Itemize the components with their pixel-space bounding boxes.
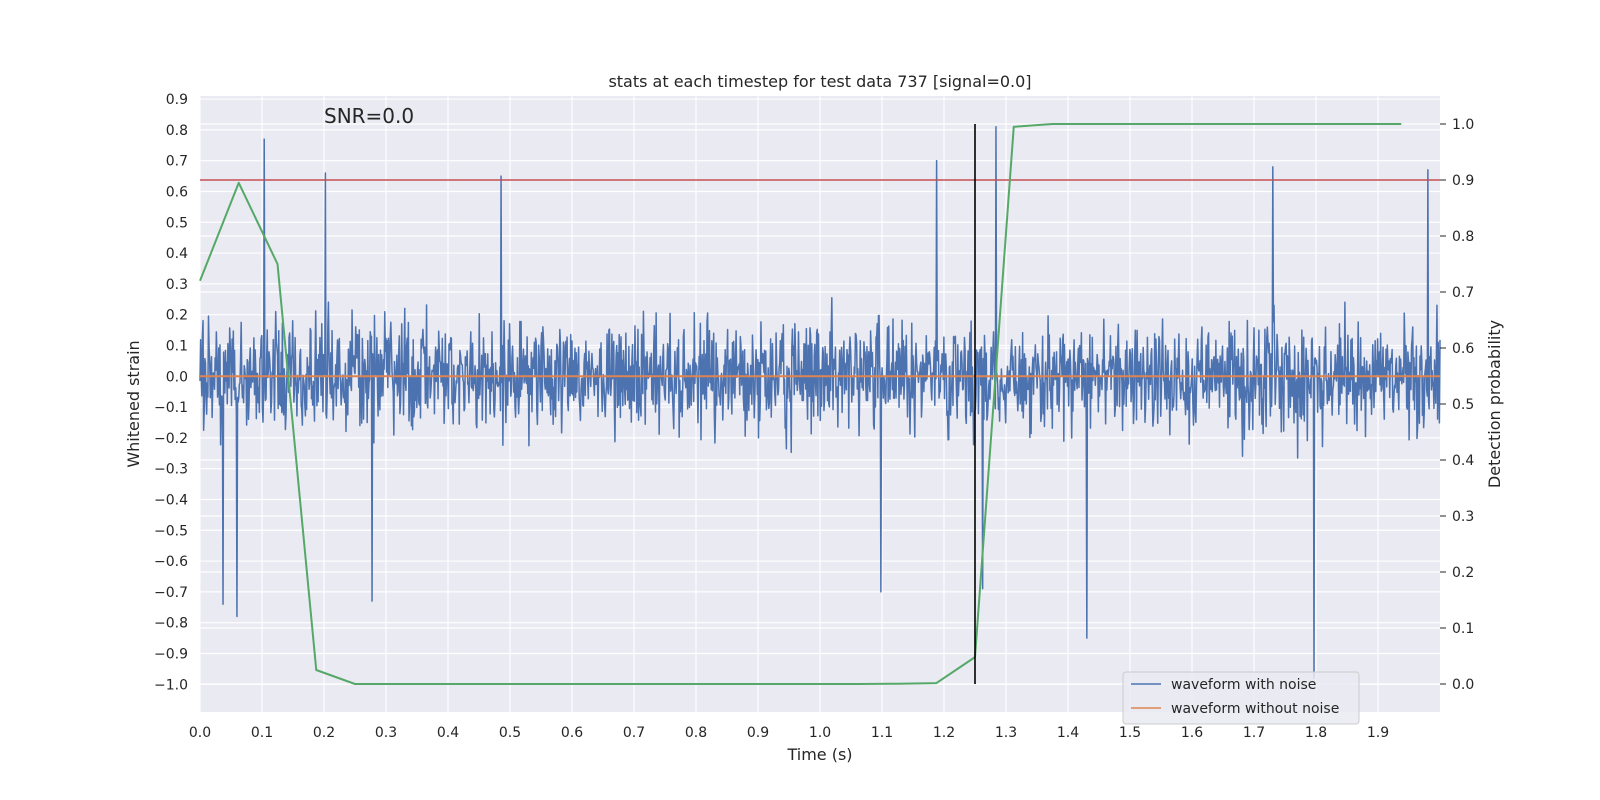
x-tick-label: 1.4	[1057, 725, 1079, 741]
x-tick-label: 0.7	[623, 725, 645, 741]
y-left-tick-label: −0.8	[154, 616, 188, 632]
y-left-tick-label: 0.1	[166, 338, 188, 354]
y-right-tick-label: 1.0	[1452, 117, 1474, 133]
x-tick-label: 0.5	[499, 725, 521, 741]
x-tick-label: 0.0	[189, 725, 211, 741]
x-tick-label: 0.9	[747, 725, 769, 741]
y-left-tick-label: −1.0	[154, 677, 188, 693]
x-tick-label: 0.1	[251, 725, 273, 741]
x-tick-label: 0.2	[313, 725, 335, 741]
y-left-axis-ticks: 0.9 0.8 0.7 0.6 0.5 0.4 0.3 0.2 0.1 0.0 −0.1 −0.2 −0…	[154, 92, 188, 693]
legend-item-label: waveform with noise	[1171, 677, 1316, 693]
y-left-tick-label: −0.5	[154, 523, 188, 539]
x-axis-label: Time (s)	[786, 745, 852, 764]
y-right-tick-label: 0.8	[1452, 229, 1474, 245]
x-tick-label: 0.4	[437, 725, 459, 741]
y-left-tick-label: 0.6	[166, 184, 188, 200]
y-right-tick-label: 0.7	[1452, 285, 1474, 301]
y-left-tick-label: 0.7	[166, 154, 188, 170]
y-left-tick-label: −0.7	[154, 585, 188, 601]
y-left-tick-label: −0.4	[154, 492, 188, 508]
x-tick-label: 0.6	[561, 725, 583, 741]
y-right-tick-label: 0.5	[1452, 397, 1474, 413]
series-detection-probability	[199, 123, 1402, 685]
x-tick-label: 1.9	[1367, 725, 1389, 741]
y-right-tick-label: 0.3	[1452, 509, 1474, 525]
y-right-tick-label: 0.6	[1452, 341, 1474, 357]
y-left-tick-label: 0.4	[166, 246, 188, 262]
y-left-axis-label: Whitened strain	[124, 340, 143, 467]
x-tick-label: 1.3	[995, 725, 1017, 741]
legend: waveform with noise waveform without noi…	[1122, 671, 1360, 725]
x-tick-label: 1.6	[1181, 725, 1203, 741]
y-left-tick-label: −0.1	[154, 400, 188, 416]
x-tick-label: 1.1	[871, 725, 893, 741]
y-left-tick-label: −0.2	[154, 431, 188, 447]
y-left-tick-label: 0.0	[166, 369, 188, 385]
y-left-tick-label: −0.3	[154, 462, 188, 478]
x-tick-label: 1.2	[933, 725, 955, 741]
y-right-axis-label: Detection probability	[1485, 320, 1504, 488]
y-left-tick-label: 0.5	[166, 215, 188, 231]
y-left-tick-label: 0.9	[166, 92, 188, 108]
y-left-tick-label: 0.8	[166, 123, 188, 139]
y-left-tick-label: −0.6	[154, 554, 188, 570]
y-left-tick-label: 0.2	[166, 308, 188, 324]
y-right-tick-label: 0.4	[1452, 453, 1474, 469]
series-line-noisy	[199, 126, 1441, 679]
legend-box	[1122, 671, 1360, 725]
chart-title: stats at each timestep for test data 737…	[608, 72, 1031, 91]
y-right-tick-label: 0.9	[1452, 173, 1474, 189]
y-right-tick-label: 0.2	[1452, 565, 1474, 581]
x-tick-label: 1.0	[809, 725, 831, 741]
y-right-tick-label: 0.0	[1452, 677, 1474, 693]
y-right-tick-label: 0.1	[1452, 621, 1474, 637]
x-tick-label: 0.8	[685, 725, 707, 741]
y-right-axis-ticks: 1.0 0.9 0.8 0.7 0.6 0.5 0.4 0.3 0.2 0.1 0.0	[1440, 117, 1474, 693]
series-waveform-with-noise	[199, 126, 1441, 679]
x-tick-label: 0.3	[375, 725, 397, 741]
x-tick-label: 1.5	[1119, 725, 1141, 741]
y-left-tick-label: 0.3	[166, 277, 188, 293]
y-left-tick-label: −0.9	[154, 646, 188, 662]
x-axis-ticks: 0.0 0.1 0.2 0.3 0.4 0.5 0.6 0.7 0.8 0.9 1.0 1.1 1.2 1…	[189, 725, 1389, 741]
legend-item-label: waveform without noise	[1171, 701, 1339, 717]
x-tick-label: 1.8	[1305, 725, 1327, 741]
series-line-probability	[199, 123, 1402, 685]
x-tick-label: 1.7	[1243, 725, 1265, 741]
snr-annotation: SNR=0.0	[324, 104, 414, 128]
